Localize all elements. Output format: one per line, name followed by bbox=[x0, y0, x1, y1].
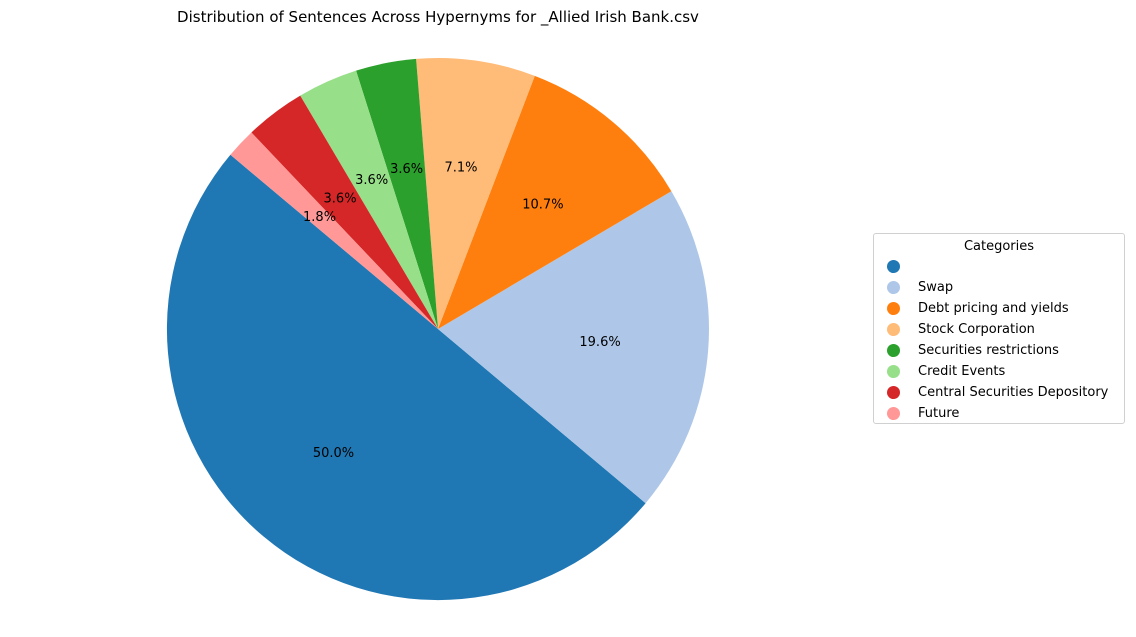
legend-item: Debt pricing and yields bbox=[874, 298, 1124, 319]
pie-slices bbox=[166, 58, 710, 601]
legend-label: Credit Events bbox=[918, 364, 1006, 379]
legend-swatch bbox=[887, 302, 900, 315]
pie-pct-label: 3.6% bbox=[390, 162, 423, 177]
pie-slice-swap bbox=[438, 191, 710, 504]
legend-item: Central Securities Depository bbox=[874, 382, 1124, 403]
pie-slice-future bbox=[230, 132, 438, 329]
pie-slice-stock-corporation bbox=[416, 58, 535, 329]
legend-items: Swap Debt pricing and yields Stock Corpora… bbox=[874, 256, 1124, 424]
pie-pct-label: 7.1% bbox=[445, 161, 478, 176]
pie-pct-label: 10.7% bbox=[522, 197, 563, 212]
legend-item bbox=[874, 256, 1124, 277]
pie-chart: 50.0%19.6%10.7%7.1%3.6%3.6%3.6%1.8% bbox=[166, 58, 710, 601]
pie-slice-central-securities-depository bbox=[251, 95, 438, 329]
legend-label: Central Securities Depository bbox=[918, 385, 1109, 400]
pie-pct-label: 3.6% bbox=[324, 192, 357, 207]
pie-pct-label: 1.8% bbox=[303, 210, 336, 225]
legend-swatch bbox=[887, 323, 900, 336]
legend-swatch bbox=[887, 260, 900, 273]
legend-swatch bbox=[887, 365, 900, 378]
legend-label: Swap bbox=[918, 280, 954, 295]
legend-label: Securities restrictions bbox=[918, 343, 1059, 358]
legend-swatch bbox=[887, 281, 900, 294]
pie-pct-label: 19.6% bbox=[579, 335, 620, 350]
pie-slice-debt-pricing-and-yields bbox=[438, 75, 672, 329]
legend-item: Securities restrictions bbox=[874, 340, 1124, 361]
legend-title: Categories bbox=[963, 239, 1035, 254]
legend-swatch bbox=[887, 407, 900, 420]
legend-item: Credit Events bbox=[874, 361, 1124, 382]
pie-pct-label: 50.0% bbox=[313, 446, 354, 461]
pie-slice-credit-events bbox=[300, 70, 438, 329]
legend: Categories Swap Debt pricing and yields St… bbox=[873, 233, 1125, 424]
pie-pct-labels: 50.0%19.6%10.7%7.1%3.6%3.6%3.6%1.8% bbox=[303, 161, 621, 462]
legend-label: Stock Corporation bbox=[918, 322, 1035, 337]
chart-title: Distribution of Sentences Across Hyperny… bbox=[177, 8, 699, 26]
legend-item: Stock Corporation bbox=[874, 319, 1124, 340]
legend-item: Future bbox=[874, 403, 1124, 424]
pie-slice-unlabeled bbox=[166, 154, 646, 601]
legend-swatch bbox=[887, 386, 900, 399]
legend-label: Debt pricing and yields bbox=[918, 301, 1069, 316]
legend-swatch bbox=[887, 344, 900, 357]
pie-pct-label: 3.6% bbox=[355, 173, 388, 188]
legend-item: Swap bbox=[874, 277, 1124, 298]
legend-label: Future bbox=[918, 406, 960, 421]
pie-slice-securities-restrictions bbox=[356, 58, 438, 330]
